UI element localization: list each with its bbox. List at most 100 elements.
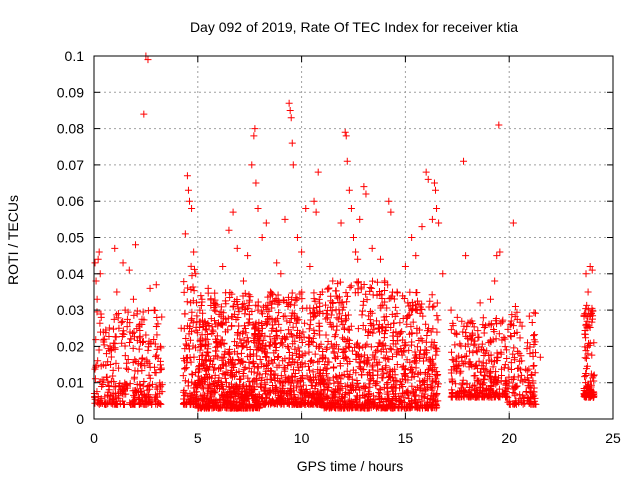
data-point: [308, 381, 316, 389]
data-point: [118, 339, 126, 347]
data-point: [395, 403, 403, 411]
data-point: [121, 352, 129, 360]
data-point: [335, 315, 343, 323]
data-point: [362, 384, 370, 392]
data-point: [202, 367, 210, 375]
data-point: [428, 291, 436, 299]
data-point: [214, 353, 222, 361]
data-point: [197, 292, 205, 300]
data-point: [518, 398, 526, 406]
data-point: [521, 375, 529, 383]
data-point: [387, 294, 395, 302]
data-point: [188, 378, 196, 386]
data-point: [289, 323, 297, 331]
data-point: [362, 326, 370, 334]
data-point: [336, 278, 344, 286]
data-point: [415, 326, 423, 334]
data-point: [380, 370, 388, 378]
data-point: [370, 325, 378, 333]
data-point: [199, 351, 207, 359]
data-point: [225, 345, 233, 353]
data-point: [250, 132, 258, 140]
data-point: [274, 314, 282, 322]
data-point: [182, 354, 190, 362]
data-point: [106, 347, 114, 355]
data-point: [145, 337, 153, 345]
data-point: [195, 362, 203, 370]
data-point: [130, 328, 138, 336]
data-point: [409, 318, 417, 326]
data-point: [249, 321, 257, 329]
data-point: [388, 396, 396, 404]
data-point: [456, 369, 464, 377]
data-point: [188, 272, 196, 280]
data-point: [375, 324, 383, 332]
data-point: [102, 350, 110, 358]
data-point: [447, 306, 455, 314]
data-point: [201, 335, 209, 343]
data-point: [460, 322, 468, 330]
data-point: [153, 314, 161, 322]
data-point: [153, 345, 161, 353]
data-point: [462, 332, 470, 340]
data-point: [123, 323, 131, 331]
data-point: [289, 366, 297, 374]
data-point: [276, 399, 284, 407]
data-point: [335, 345, 343, 353]
data-point: [143, 386, 151, 394]
data-point: [487, 357, 495, 365]
data-point: [109, 396, 117, 404]
data-point: [325, 402, 333, 410]
data-point: [291, 345, 299, 353]
data-point: [330, 348, 338, 356]
data-point: [336, 310, 344, 318]
data-point: [266, 288, 274, 296]
data-point: [345, 186, 353, 194]
data-point: [451, 341, 459, 349]
data-point: [429, 377, 437, 385]
data-point: [234, 305, 242, 313]
data-point: [187, 299, 195, 307]
data-point: [354, 255, 362, 263]
data-point: [188, 315, 196, 323]
data-point: [290, 386, 298, 394]
data-point: [251, 330, 259, 338]
data-point: [121, 306, 129, 314]
data-point: [152, 323, 160, 331]
data-point: [409, 302, 417, 310]
data-point: [182, 364, 190, 372]
data-point: [287, 379, 295, 387]
data-point: [368, 309, 376, 317]
data-point: [195, 363, 203, 371]
data-point: [453, 313, 461, 321]
data-point: [303, 304, 311, 312]
data-point: [583, 301, 591, 309]
data-point: [338, 371, 346, 379]
data-point: [244, 319, 252, 327]
data-point: [95, 248, 103, 256]
data-point: [136, 334, 144, 342]
data-point: [93, 308, 101, 316]
data-point: [332, 331, 340, 339]
data-point: [245, 298, 253, 306]
data-point: [428, 215, 436, 223]
data-point: [190, 287, 198, 295]
data-point: [125, 266, 133, 274]
data-point: [243, 334, 251, 342]
data-point: [203, 331, 211, 339]
data-point: [194, 383, 202, 391]
data-point: [389, 374, 397, 382]
data-point: [400, 294, 408, 302]
data-point: [511, 392, 519, 400]
data-point: [403, 389, 411, 397]
data-point: [323, 364, 331, 372]
data-point: [136, 321, 144, 329]
data-point: [205, 340, 213, 348]
data-point: [379, 345, 387, 353]
data-point: [183, 298, 191, 306]
data-point: [293, 316, 301, 324]
data-point: [582, 354, 590, 362]
data-point: [233, 298, 241, 306]
data-point: [419, 378, 427, 386]
data-point: [431, 371, 439, 379]
